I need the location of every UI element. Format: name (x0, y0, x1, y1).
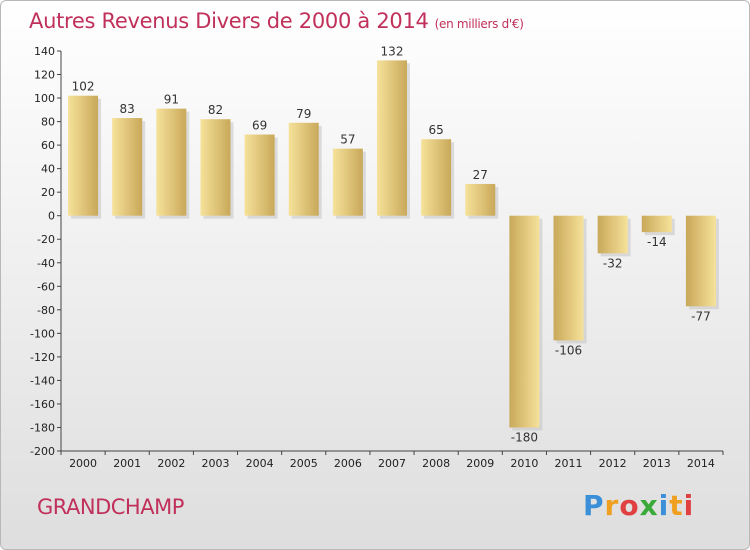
bar (509, 215, 540, 428)
chart-title-main: Autres Revenus Divers de 2000 à 2014 (29, 9, 429, 33)
x-tick-label: 2004 (246, 457, 274, 470)
x-tick-label: 2010 (510, 457, 538, 470)
chart-title: Autres Revenus Divers de 2000 à 2014 (en … (29, 9, 524, 33)
y-tick-label: 100 (34, 92, 55, 105)
x-tick-label: 2005 (290, 457, 318, 470)
bar-value-label: 79 (296, 107, 311, 121)
y-tick-label: -40 (37, 257, 55, 270)
bar-value-label: -106 (555, 343, 582, 357)
commune-name: GRANDCHAMP (37, 495, 184, 519)
bar (465, 183, 496, 216)
y-tick-label: -140 (30, 374, 55, 387)
bar-value-label: -180 (511, 430, 538, 444)
y-tick-label: -160 (30, 398, 55, 411)
y-tick-label: 0 (48, 210, 55, 223)
bar (332, 148, 363, 216)
logo-letter: P (583, 489, 605, 522)
bar-value-label: 57 (340, 133, 355, 147)
bar-value-label: 82 (208, 103, 223, 117)
y-tick-label: 60 (41, 139, 55, 152)
y-tick-label: 140 (34, 45, 55, 58)
y-tick-label: 80 (41, 116, 55, 129)
x-tick-label: 2009 (466, 457, 494, 470)
x-tick-label: 2000 (69, 457, 97, 470)
x-tick-label: 2001 (113, 457, 141, 470)
y-tick-label: -120 (30, 351, 55, 364)
bar (112, 118, 143, 216)
bar (68, 95, 99, 216)
y-tick-label: -200 (30, 445, 55, 458)
logo-letter: t (669, 489, 684, 522)
logo-letter: o (619, 489, 640, 522)
x-tick-label: 2008 (422, 457, 450, 470)
logo-letter: r (604, 489, 620, 522)
bar-value-label: 69 (252, 119, 267, 133)
x-tick-label: 2003 (201, 457, 229, 470)
bar (597, 215, 628, 254)
chart-subtitle: (en milliers d'€) (434, 17, 524, 31)
bar (641, 215, 672, 233)
bar-value-label: -14 (647, 235, 667, 249)
y-tick-label: 40 (41, 163, 55, 176)
bar (156, 108, 187, 216)
y-tick-label: -100 (30, 327, 55, 340)
proxiti-logo: Proxiti (583, 489, 694, 522)
bar-value-label: -32 (603, 256, 623, 270)
x-tick-label: 2011 (555, 457, 583, 470)
y-tick-label: 120 (34, 69, 55, 82)
bar-value-label: 91 (164, 93, 179, 107)
bar (421, 139, 452, 216)
bar-value-label: 102 (72, 80, 95, 94)
x-tick-label: 2012 (599, 457, 627, 470)
y-tick-label: -180 (30, 421, 55, 434)
bar (685, 215, 716, 307)
y-tick-label: -60 (37, 280, 55, 293)
bar (553, 215, 584, 341)
bar-value-label: 27 (473, 168, 488, 182)
bar-value-label: 132 (381, 44, 404, 58)
x-tick-label: 2014 (687, 457, 715, 470)
y-tick-label: -20 (37, 233, 55, 246)
bar (288, 122, 319, 216)
x-tick-label: 2002 (157, 457, 185, 470)
logo-letter: i (683, 489, 695, 522)
y-tick-label: 20 (41, 186, 55, 199)
bar-value-label: 83 (120, 102, 135, 116)
bar (377, 60, 407, 216)
bar (244, 134, 275, 216)
bar (200, 119, 231, 216)
bar-value-label: 65 (428, 123, 443, 137)
x-tick-label: 2013 (643, 457, 671, 470)
x-tick-label: 2007 (378, 457, 406, 470)
bar-value-label: -77 (691, 309, 711, 323)
y-tick-label: -80 (37, 304, 55, 317)
logo-letter: x (639, 489, 659, 522)
x-tick-label: 2006 (334, 457, 362, 470)
logo-letter: i (658, 489, 670, 522)
